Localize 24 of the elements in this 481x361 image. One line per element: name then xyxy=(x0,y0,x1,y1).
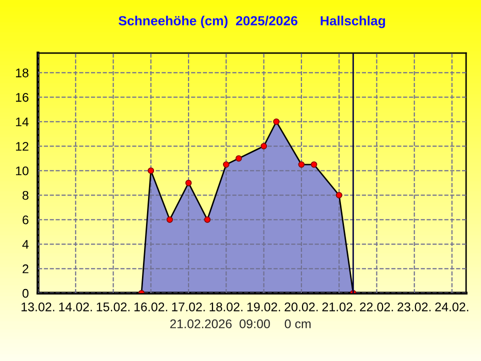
x-tick-label: 17.02. xyxy=(172,302,205,312)
x-tick-label: 18.02. xyxy=(210,302,242,312)
x-tick-label: 15.02. xyxy=(96,302,130,312)
x-tick-label: 23.02. xyxy=(398,302,431,312)
x-tick-label: 19.02. xyxy=(247,302,280,312)
y-tick-label: 14 xyxy=(16,118,29,126)
y-tick-label: 6 xyxy=(22,215,28,224)
chart-title: Schneehöhe (cm) 2025/2026 Hallschlag xyxy=(118,16,386,28)
x-tick-label: 16.02. xyxy=(134,302,168,312)
text: 21.02.2026 09:00 0 cm xyxy=(170,319,311,328)
y-tick-label: 10 xyxy=(16,166,28,176)
y-tick-label: 4 xyxy=(22,240,29,249)
x-tick-label: 13.02. xyxy=(22,302,54,312)
x-tick-label: 20.02. xyxy=(284,302,318,312)
y-tick-label: 18 xyxy=(16,68,28,78)
y-tick-label: 8 xyxy=(22,190,28,200)
y-tick-label: 12 xyxy=(16,142,28,151)
y-tick-label: 16 xyxy=(16,92,28,102)
x-tick-label: 14.02. xyxy=(59,302,92,312)
x-tick-label: 21.02. xyxy=(322,302,356,312)
x-tick-label: 24.02. xyxy=(435,302,468,312)
y-tick-label: 0 xyxy=(22,288,28,298)
x-tick-label: 22.02. xyxy=(360,302,393,312)
y-tick-label: 2 xyxy=(22,264,28,274)
